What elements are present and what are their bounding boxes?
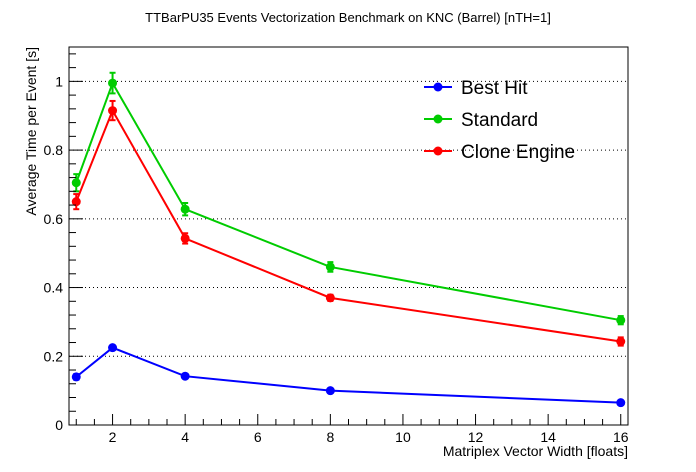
x-tick-label: 14 xyxy=(540,429,556,445)
y-tick-label: 1 xyxy=(55,73,63,89)
data-point xyxy=(71,197,81,207)
data-point xyxy=(180,233,190,243)
legend: Best Hit Standard Clone Engine xyxy=(424,78,575,163)
y-tick-label: 0 xyxy=(55,417,63,433)
data-point xyxy=(325,386,335,396)
x-axis-title: Matriplex Vector Width [floats] xyxy=(443,443,628,459)
y-tick-label: 0.2 xyxy=(44,348,64,364)
chart-title: TTBarPU35 Events Vectorization Benchmark… xyxy=(145,10,551,25)
data-point xyxy=(325,293,335,303)
y-tick-label: 0.8 xyxy=(44,142,64,158)
legend-marker xyxy=(433,146,443,156)
data-point xyxy=(71,178,81,188)
axes: 00.20.40.60.812 4 6 8 10 12 14 16 xyxy=(44,53,629,445)
y-axis-title: Average Time per Event [s] xyxy=(23,47,39,216)
data-point xyxy=(180,371,190,381)
data-point xyxy=(325,262,335,272)
y-tick-label: 0.4 xyxy=(44,280,64,296)
x-tick-label: 4 xyxy=(181,429,189,445)
x-tick-label: 2 xyxy=(109,429,117,445)
data-point xyxy=(616,398,626,408)
series-clone-engine xyxy=(71,99,626,347)
grid-lines xyxy=(69,80,628,357)
data-point xyxy=(180,204,190,214)
data-point xyxy=(616,315,626,325)
data-point xyxy=(616,336,626,346)
x-tick-label: 6 xyxy=(254,429,262,445)
x-tick-label: 12 xyxy=(468,429,484,445)
series-line xyxy=(75,80,621,322)
legend-marker xyxy=(433,114,443,124)
data-series xyxy=(71,71,626,408)
legend-entry: Best Hit xyxy=(424,78,528,99)
legend-label: Best Hit xyxy=(461,78,528,99)
legend-label: Standard xyxy=(461,110,538,131)
series-standard xyxy=(71,71,626,326)
plot-frame xyxy=(68,46,629,426)
x-tick-label: 16 xyxy=(613,429,629,445)
data-point xyxy=(108,343,118,353)
data-point xyxy=(71,372,81,382)
x-tick-label: 10 xyxy=(395,429,411,445)
data-point xyxy=(108,78,118,88)
y-tick-label: 0.6 xyxy=(44,211,64,227)
legend-marker xyxy=(433,82,443,92)
x-tick-label: 8 xyxy=(326,429,334,445)
legend-entry: Clone Engine xyxy=(424,142,575,163)
series-best-hit xyxy=(71,343,626,408)
legend-entry: Standard xyxy=(424,110,538,131)
data-point xyxy=(108,106,118,116)
legend-label: Clone Engine xyxy=(461,142,575,163)
